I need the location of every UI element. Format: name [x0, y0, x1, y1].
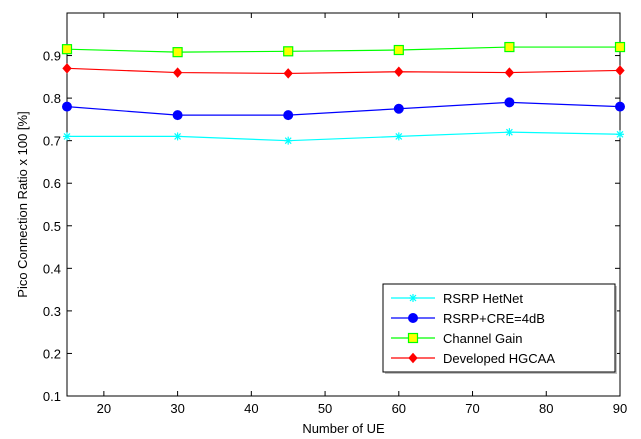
data-point [614, 41, 626, 53]
y-tick-label: 0.8 [43, 91, 61, 106]
data-point [393, 44, 404, 56]
x-tick-label: 60 [392, 401, 406, 416]
legend: RSRP HetNet RSRP+CRE=4dB Channel Gain Devel… [382, 283, 617, 374]
legend-label: Channel Gain [443, 331, 523, 346]
x-tick-label: 30 [170, 401, 184, 416]
data-point [504, 97, 515, 108]
data-point [504, 41, 515, 53]
y-tick-label: 0.2 [43, 346, 61, 361]
y-axis-label: Pico Connection Ratio x 100 [%] [15, 111, 30, 297]
x-tick-label: 70 [465, 401, 479, 416]
series-3 [62, 63, 625, 79]
y-tick-label: 0.4 [43, 261, 61, 276]
x-axis-label: Number of UE [302, 421, 385, 436]
data-point [283, 46, 294, 57]
series-line [66, 67, 621, 75]
data-point [62, 63, 72, 74]
legend-marker [407, 332, 419, 344]
data-point [284, 136, 293, 145]
legend-marker [408, 313, 418, 323]
y-tick-label: 0.6 [43, 176, 61, 191]
y-tick-label: 0.7 [43, 134, 61, 149]
data-point [615, 65, 625, 76]
x-tick-label: 80 [539, 401, 553, 416]
x-tick-label: 20 [97, 401, 111, 416]
x-tick-label: 50 [318, 401, 332, 416]
series-line [66, 101, 621, 116]
legend-item: Channel Gain [391, 331, 523, 346]
data-point [63, 132, 71, 141]
data-point [172, 110, 183, 121]
data-point [283, 110, 294, 121]
data-point [615, 101, 625, 112]
series-line [66, 46, 620, 53]
data-point [505, 128, 514, 137]
x-tick-label: 90 [613, 401, 627, 416]
series-2 [61, 41, 626, 58]
series-line [67, 131, 621, 142]
legend-item: RSRP+CRE=4dB [391, 311, 545, 326]
legend-item: Developed HGCAA [391, 351, 555, 366]
series-1 [62, 97, 625, 121]
y-tick-label: 0.1 [43, 389, 61, 404]
x-tick-label: 40 [244, 401, 258, 416]
legend-marker [408, 352, 418, 364]
data-point [504, 67, 515, 78]
data-point [173, 132, 182, 141]
data-point [616, 130, 624, 139]
data-point [61, 44, 73, 55]
legend-box [382, 283, 616, 373]
data-point [283, 68, 293, 79]
legend-marker [409, 294, 417, 302]
data-point [62, 101, 72, 112]
data-point [393, 103, 404, 114]
legend-label: Developed HGCAA [443, 351, 555, 366]
y-tick-label: 0.9 [43, 49, 61, 64]
series-0 [63, 128, 624, 145]
series-group [61, 41, 626, 145]
legend-item: RSRP HetNet [391, 291, 523, 306]
legend-label: RSRP+CRE=4dB [443, 311, 545, 326]
data-point [172, 47, 183, 58]
y-tick-label: 0.3 [43, 304, 61, 319]
data-point [394, 132, 403, 141]
legend-label: RSRP HetNet [443, 291, 523, 306]
data-point [394, 66, 404, 77]
data-point [172, 67, 183, 78]
y-tick-label: 0.5 [43, 219, 61, 234]
axis-ticks: 20 30 40 50 60 70 80 90 0.1 0.2 0.3 0.4 0.5 0.6 0.7 0.8… [43, 13, 627, 416]
